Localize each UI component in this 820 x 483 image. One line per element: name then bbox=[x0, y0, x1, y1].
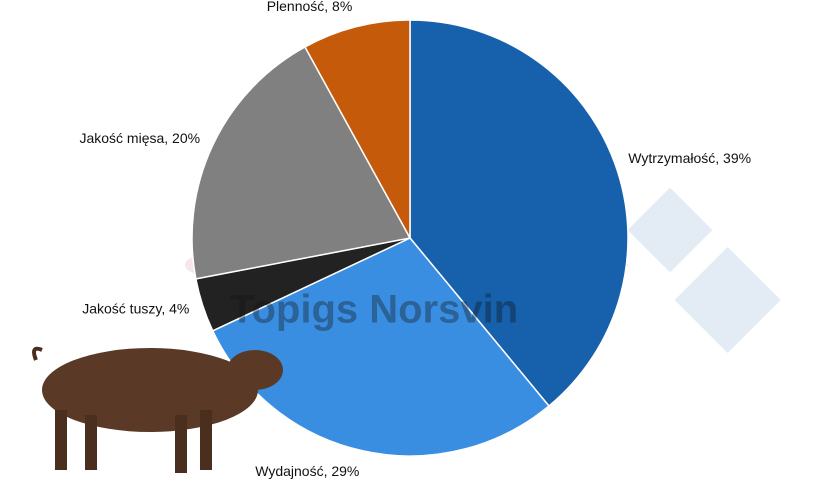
slice-label: Plenność, 8% bbox=[267, 0, 353, 14]
slice-label: Jakość tuszy, 4% bbox=[82, 300, 189, 316]
watermark-text: Topigs Norsvin bbox=[230, 288, 518, 332]
slice-label: Jakość mięsa, 20% bbox=[79, 130, 200, 146]
pie-slice bbox=[303, 19, 411, 239]
pie-slice bbox=[191, 45, 412, 280]
pig-image bbox=[32, 346, 283, 473]
pie-slice bbox=[409, 19, 629, 408]
slice-label: Wydajność, 29% bbox=[255, 463, 359, 479]
slice-label: Wytrzymałość, 39% bbox=[628, 150, 751, 166]
